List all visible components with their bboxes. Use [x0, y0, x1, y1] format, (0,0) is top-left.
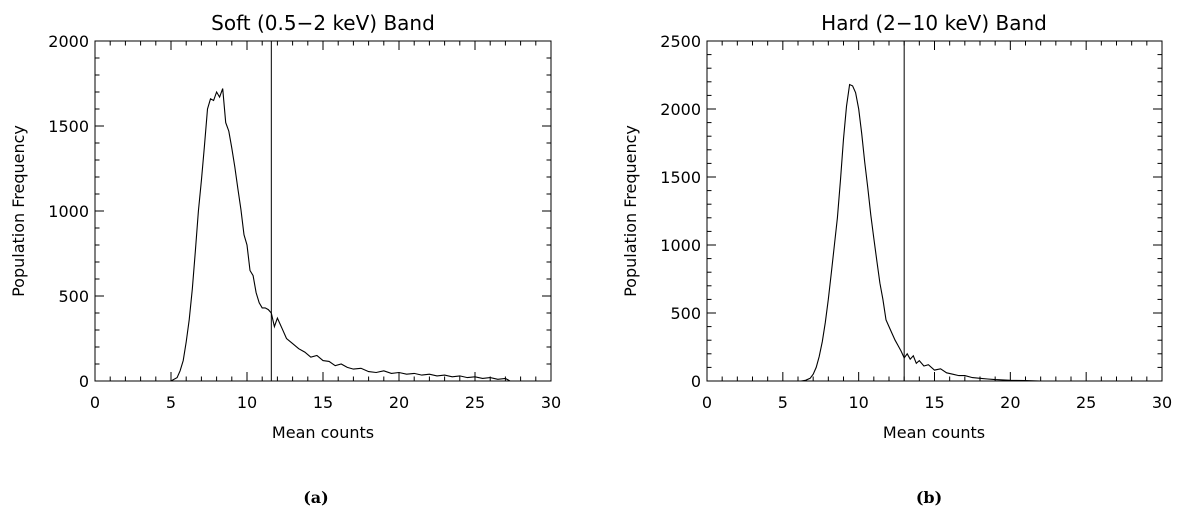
x-tick-label: 15 [924, 393, 944, 412]
y-tick-label: 1500 [48, 117, 89, 136]
plot-frame [706, 40, 1163, 382]
y-tick-label: 2500 [660, 32, 701, 51]
y-axis-label: Population Frequency [621, 125, 640, 297]
plot-frame [94, 40, 552, 382]
y-tick-label: 500 [670, 304, 701, 323]
x-tick-label: 0 [90, 393, 100, 412]
x-tick-label: 0 [702, 393, 712, 412]
x-tick-label: 20 [1000, 393, 1020, 412]
x-tick-label: 30 [1152, 393, 1172, 412]
y-tick-label: 2000 [660, 100, 701, 119]
x-tick-label: 10 [848, 393, 868, 412]
y-tick-label: 1000 [660, 236, 701, 255]
chart-panel-soft-band: Soft (0.5−2 keV) Band Mean counts Popula… [9, 11, 561, 507]
chart-title: Hard (2−10 keV) Band [821, 11, 1047, 35]
panel-caption: (b) [916, 488, 942, 507]
panel-caption: (a) [303, 488, 329, 507]
x-tick-label: 5 [166, 393, 176, 412]
y-tick-label: 0 [691, 372, 701, 391]
chart-panel-hard-band: Hard (2−10 keV) Band Mean counts Populat… [621, 11, 1172, 507]
y-axis-label: Population Frequency [9, 125, 28, 297]
x-axis-label: Mean counts [883, 423, 985, 442]
histogram-line [95, 88, 511, 382]
y-tick-label: 0 [79, 372, 89, 391]
x-tick-label: 25 [465, 393, 485, 412]
x-axis-label: Mean counts [272, 423, 374, 442]
x-tick-label: 20 [389, 393, 409, 412]
y-tick-label: 2000 [48, 32, 89, 51]
y-tick-label: 1000 [48, 202, 89, 221]
x-tick-label: 30 [541, 393, 561, 412]
y-tick-label: 1500 [660, 168, 701, 187]
x-tick-label: 25 [1076, 393, 1096, 412]
x-tick-label: 10 [237, 393, 257, 412]
histogram-line [707, 83, 1041, 382]
chart-title: Soft (0.5−2 keV) Band [211, 11, 435, 35]
x-tick-label: 15 [313, 393, 333, 412]
x-tick-label: 5 [778, 393, 788, 412]
y-tick-label: 500 [58, 287, 89, 306]
